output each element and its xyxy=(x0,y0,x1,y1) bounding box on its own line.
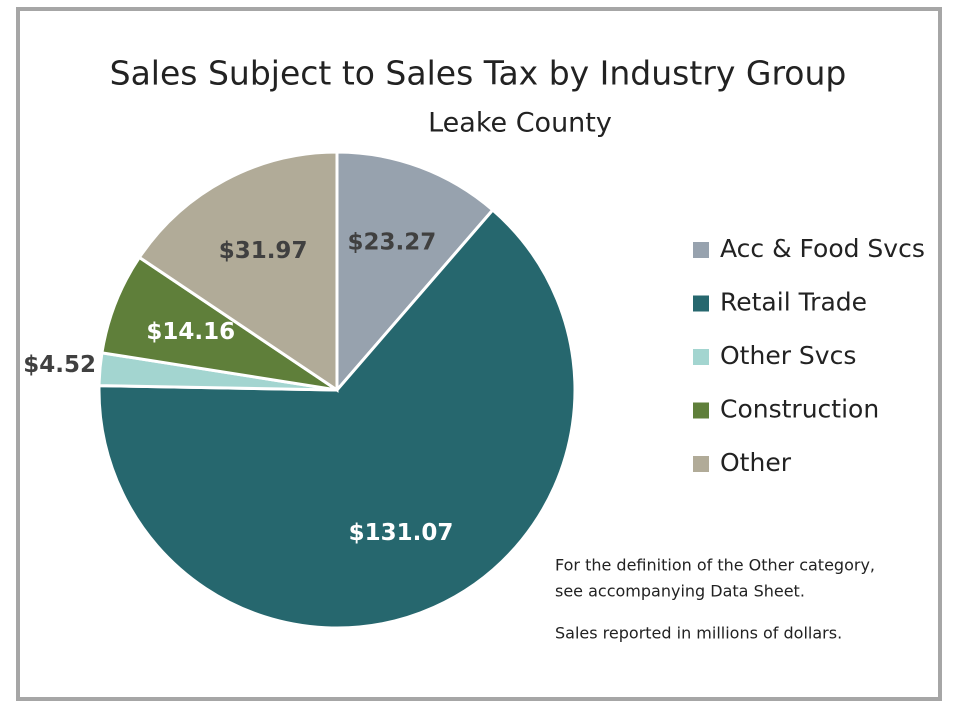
data-label: $4.52 xyxy=(23,352,96,378)
legend-label: Other Svcs xyxy=(720,341,856,370)
legend-label: Construction xyxy=(720,395,879,424)
chart-subtitle: Leake County xyxy=(428,108,612,139)
chart-title: Sales Subject to Sales Tax by Industry G… xyxy=(110,54,847,93)
note: see accompanying Data Sheet. xyxy=(555,582,805,601)
legend-swatch xyxy=(693,456,709,472)
data-label: $31.97 xyxy=(219,238,308,264)
data-label: $14.16 xyxy=(146,319,235,345)
data-label: $23.27 xyxy=(347,229,436,255)
pie-slice xyxy=(100,255,338,392)
note: For the definition of the Other category… xyxy=(555,556,875,575)
pie-slice xyxy=(137,150,339,393)
legend-swatch xyxy=(693,402,709,419)
data-label: $131.07 xyxy=(349,520,454,546)
pie-slice xyxy=(97,207,577,630)
legend-swatch xyxy=(693,349,709,365)
legend-label: Other xyxy=(720,448,792,477)
legend-label: Retail Trade xyxy=(720,288,867,317)
legend-swatch xyxy=(693,242,709,258)
legend-label: Acc & Food Svcs xyxy=(720,234,925,263)
legend-swatch xyxy=(693,295,709,312)
pie-slice xyxy=(335,150,495,395)
note: Sales reported in millions of dollars. xyxy=(555,624,842,643)
